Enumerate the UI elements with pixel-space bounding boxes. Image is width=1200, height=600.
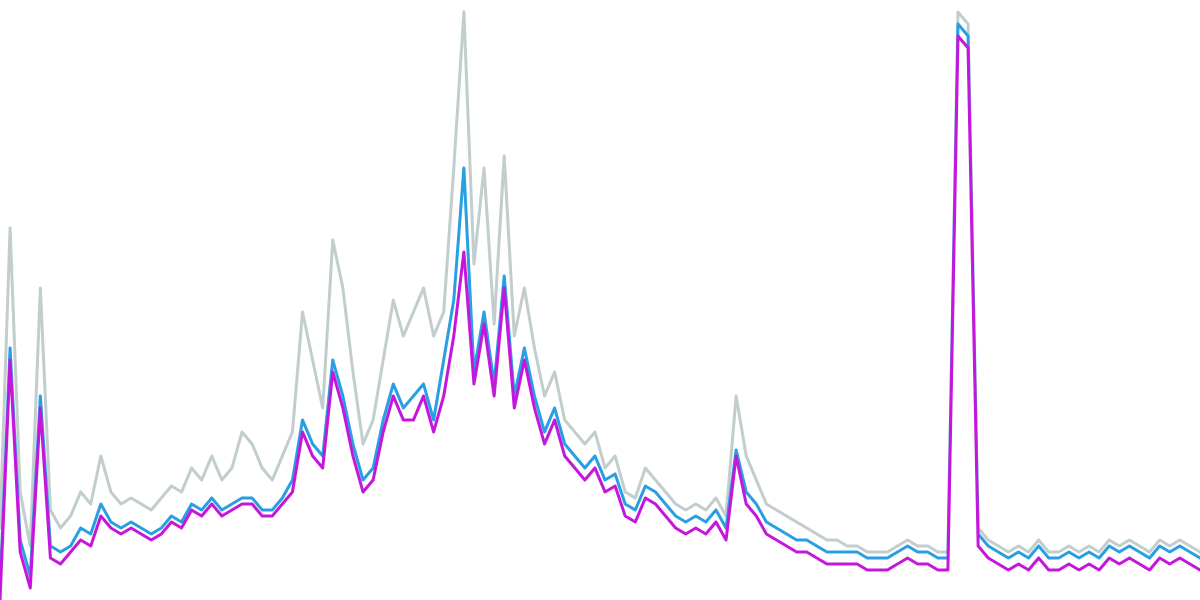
series-series-magenta: [0, 36, 1200, 600]
series-series-blue: [0, 24, 1200, 588]
line-chart: [0, 0, 1200, 600]
